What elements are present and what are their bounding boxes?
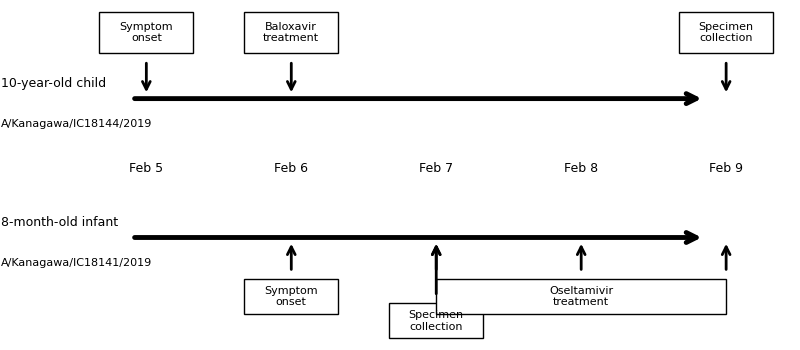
FancyBboxPatch shape xyxy=(436,279,726,314)
Text: Baloxavir
treatment: Baloxavir treatment xyxy=(263,22,319,43)
FancyBboxPatch shape xyxy=(389,303,483,338)
FancyBboxPatch shape xyxy=(679,12,774,54)
Text: Feb 8: Feb 8 xyxy=(564,162,598,175)
Text: Symptom
onset: Symptom onset xyxy=(265,286,318,307)
Text: Specimen
collection: Specimen collection xyxy=(409,310,464,332)
Text: A/Kanagawa/IC18141/2019: A/Kanagawa/IC18141/2019 xyxy=(2,258,153,268)
FancyBboxPatch shape xyxy=(244,12,338,54)
Text: Feb 5: Feb 5 xyxy=(130,162,163,175)
Text: Feb 7: Feb 7 xyxy=(419,162,454,175)
Text: Symptom
onset: Symptom onset xyxy=(119,22,173,43)
Text: Feb 9: Feb 9 xyxy=(709,162,743,175)
Text: Specimen
collection: Specimen collection xyxy=(698,22,754,43)
FancyBboxPatch shape xyxy=(99,12,194,54)
Text: Oseltamivir
treatment: Oseltamivir treatment xyxy=(549,286,614,307)
Text: Feb 6: Feb 6 xyxy=(274,162,308,175)
Text: 10-year-old child: 10-year-old child xyxy=(2,77,106,90)
Text: A/Kanagawa/IC18144/2019: A/Kanagawa/IC18144/2019 xyxy=(2,119,153,130)
FancyBboxPatch shape xyxy=(244,279,338,314)
Text: 8-month-old infant: 8-month-old infant xyxy=(2,216,118,229)
